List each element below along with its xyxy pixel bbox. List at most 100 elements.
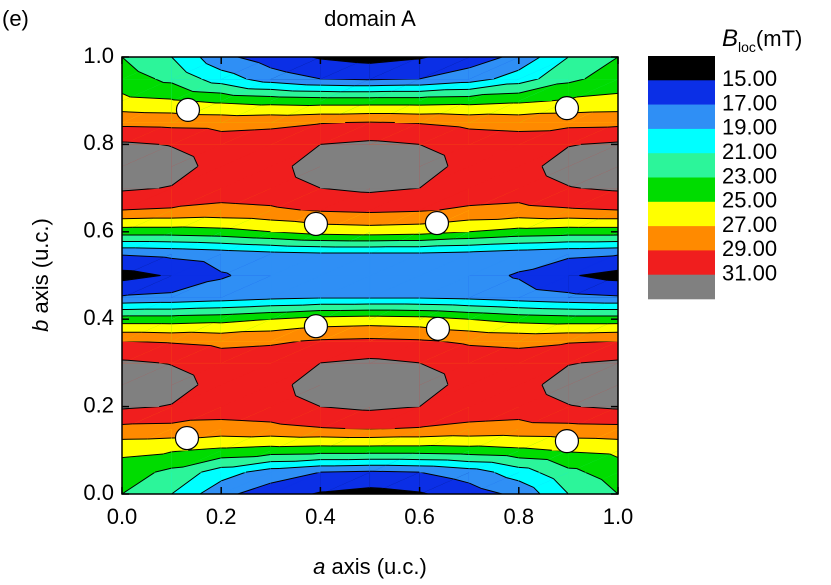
contour-cell <box>171 449 222 473</box>
contour-line <box>469 344 505 348</box>
contour-line <box>576 468 586 473</box>
contour-cell <box>171 296 222 320</box>
contour-line <box>478 445 519 449</box>
contour-line <box>320 358 371 364</box>
contour-cell <box>518 406 569 429</box>
contour-cell <box>270 449 321 473</box>
contour-cell <box>270 231 321 255</box>
y-axis-label: b axis (u.c.) <box>28 218 53 332</box>
contour-cell <box>518 340 569 364</box>
contour-line <box>221 242 243 245</box>
contour-cell <box>220 122 272 145</box>
contour-cell <box>320 340 371 364</box>
contour-line <box>274 251 321 254</box>
contour-line <box>568 255 614 259</box>
contour-line <box>121 294 128 297</box>
y-tick-label: 0.4 <box>83 305 114 330</box>
contour-band <box>121 315 172 320</box>
contour-line <box>518 202 530 206</box>
contour-line <box>546 394 569 405</box>
colorbar-label: 25.00 <box>722 188 777 213</box>
x-axis-symbol: a <box>313 554 325 579</box>
colorbar-symbol: B <box>722 25 738 52</box>
contour-line <box>179 314 222 317</box>
contour-line <box>518 466 529 469</box>
contour-line <box>121 217 154 220</box>
contour-line <box>488 113 519 116</box>
contour-cell <box>518 471 569 495</box>
contour-line <box>439 113 470 116</box>
colorbar-title: Bloc(mT) <box>722 25 802 54</box>
contour-cell <box>468 340 520 364</box>
contour-line <box>221 217 252 219</box>
contour-line <box>270 471 321 484</box>
contour-cell <box>171 187 222 211</box>
colorbar-swatch <box>648 128 715 154</box>
contour-line <box>320 210 365 213</box>
contour-line <box>506 477 519 482</box>
contour-line <box>270 244 288 247</box>
contour-cell <box>468 122 520 145</box>
contour-line <box>369 487 383 489</box>
colorbar-label: 17.00 <box>722 90 777 115</box>
contour-line <box>423 421 470 428</box>
contour-line <box>121 187 160 192</box>
contour-line <box>270 205 278 208</box>
x-axis-label: a axis (u.c.) <box>313 554 427 579</box>
contour-line <box>200 435 222 439</box>
contour-cell <box>419 122 470 145</box>
contour-cell <box>171 165 222 189</box>
contour-line <box>568 78 586 84</box>
marker <box>554 429 580 454</box>
contour-cell <box>220 231 272 255</box>
contour-line <box>203 261 222 273</box>
contour-line <box>548 217 569 220</box>
contour-line <box>221 202 236 205</box>
contour-line <box>469 420 486 423</box>
contour-cell <box>320 209 371 233</box>
contour-line <box>287 245 321 248</box>
contour-line <box>286 309 321 313</box>
contour-line <box>518 278 537 290</box>
contour-line <box>270 340 301 346</box>
contour-line <box>135 247 172 250</box>
contour-line <box>469 102 514 106</box>
contour-cell <box>518 78 569 102</box>
marker <box>425 316 451 341</box>
contour-line <box>171 127 208 129</box>
contour-line <box>279 465 321 470</box>
contour-cell <box>171 318 222 342</box>
contour-line <box>469 305 498 308</box>
contour-line <box>206 278 222 283</box>
contour-line <box>280 423 321 428</box>
contour-line <box>528 314 569 317</box>
marker <box>175 97 201 122</box>
marker <box>554 96 580 121</box>
contour-line <box>568 185 572 188</box>
contour-line <box>518 100 552 104</box>
contour-line <box>300 339 321 342</box>
contour-cell <box>220 340 272 364</box>
contour-cell <box>121 406 172 429</box>
contour-cell <box>220 209 272 233</box>
contour-line <box>469 461 492 463</box>
contour-line <box>221 129 255 133</box>
contour-cell <box>220 362 272 386</box>
colorbar-unit: (mT) <box>756 26 802 51</box>
colorbar-swatch <box>648 104 715 130</box>
contour-cell <box>220 427 272 451</box>
contour-line <box>286 71 321 80</box>
contour-cell <box>568 406 619 429</box>
y-axis-symbol: b <box>28 320 53 332</box>
contour-line <box>468 482 482 489</box>
contour-line <box>249 305 271 308</box>
contour-line <box>251 217 271 221</box>
contour-cell <box>220 318 272 342</box>
contour-cell <box>270 100 321 124</box>
contour-cell <box>220 56 272 80</box>
contour-line <box>506 455 519 459</box>
contour-cell <box>568 253 619 276</box>
contour-cell <box>220 384 272 408</box>
x-tick-label: 0.8 <box>504 504 535 529</box>
contour-line <box>523 447 552 451</box>
